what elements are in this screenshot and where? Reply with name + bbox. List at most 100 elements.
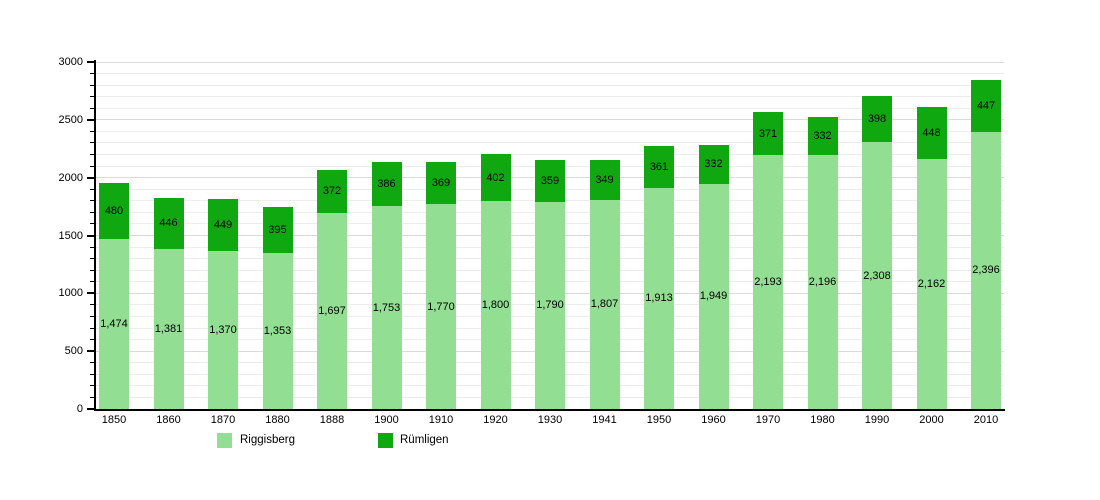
y-axis-major-tick — [87, 61, 95, 63]
y-axis-minor-tick — [90, 304, 95, 306]
value-label-riggisberg: 1,949 — [699, 290, 728, 303]
value-label-rumligen: 369 — [431, 176, 451, 189]
value-label-rumligen: 446 — [159, 217, 178, 230]
bar-segment-riggisberg — [371, 206, 402, 409]
value-label-rumligen: 398 — [867, 113, 887, 126]
legend-swatch-riggisberg — [217, 433, 232, 448]
gridline-minor — [96, 84, 1004, 86]
bar-segment-rumligen — [262, 206, 293, 253]
bar-segment-riggisberg — [753, 155, 783, 409]
x-axis-tick-label: 1888 — [319, 414, 345, 426]
y-axis-minor-tick — [90, 211, 95, 213]
y-axis-minor-tick — [90, 154, 95, 156]
value-label-riggisberg: 1,474 — [100, 317, 128, 330]
legend-label-riggisberg: Riggisberg — [240, 434, 295, 446]
value-label-rumligen: 332 — [704, 158, 723, 171]
y-axis-minor-tick — [90, 339, 95, 341]
y-axis-minor-tick — [90, 327, 95, 329]
y-axis-minor-tick — [90, 107, 95, 109]
bar-segment-rumligen — [153, 197, 184, 250]
bar-segment-riggisberg — [698, 183, 729, 409]
bar-segment-rumligen — [426, 161, 456, 205]
x-axis-tick-label: 1850 — [101, 414, 127, 426]
x-axis-tick-label: 1870 — [210, 414, 236, 426]
value-label-rumligen: 349 — [595, 173, 614, 186]
y-axis-tick-label: 1500 — [58, 229, 83, 242]
x-axis-tick-label: 1910 — [428, 414, 454, 426]
value-label-rumligen: 448 — [922, 127, 941, 140]
value-label-riggisberg: 1,353 — [263, 324, 292, 337]
value-label-riggisberg: 1,770 — [427, 300, 455, 313]
y-axis-tick-label: 1000 — [58, 287, 83, 300]
y-axis-major-tick — [87, 292, 95, 295]
y-axis-minor-tick — [90, 200, 95, 202]
bar-segment-riggisberg — [99, 238, 129, 409]
bar-segment-riggisberg — [317, 212, 347, 409]
y-axis — [94, 60, 96, 411]
value-label-riggisberg: 2,396 — [972, 264, 1000, 277]
y-axis-minor-tick — [90, 396, 95, 398]
bar-segment-riggisberg — [807, 154, 838, 409]
value-label-riggisberg: 1,913 — [645, 292, 673, 305]
x-axis-tick-label: 2000 — [919, 414, 944, 426]
bar-segment-rumligen — [371, 161, 402, 207]
bar-segment-rumligen — [99, 182, 129, 239]
y-axis-minor-tick — [90, 281, 95, 283]
y-axis-minor-tick — [90, 165, 95, 167]
x-axis-tick-label: 1860 — [156, 414, 181, 426]
bar-segment-riggisberg — [644, 187, 674, 409]
bar-segment-rumligen — [480, 154, 511, 201]
value-label-riggisberg: 2,196 — [808, 275, 837, 288]
x-axis-tick-label: 1960 — [701, 414, 726, 426]
bar-segment-riggisberg — [426, 204, 456, 409]
bar-segment-rumligen — [317, 169, 347, 213]
y-axis-minor-tick — [90, 385, 95, 387]
y-axis-minor-tick — [90, 188, 95, 190]
y-axis-major-tick — [87, 234, 95, 237]
y-axis-major-tick — [87, 408, 95, 410]
bar-segment-rumligen — [807, 116, 838, 155]
value-label-rumligen: 449 — [213, 218, 233, 231]
bar-segment-riggisberg — [262, 252, 293, 409]
x-axis-tick-label: 1920 — [483, 414, 508, 426]
bar-segment-rumligen — [916, 107, 947, 159]
bar-segment-riggisberg — [153, 249, 184, 409]
x-axis-tick-label: 1980 — [810, 414, 835, 426]
x-axis-tick-label: 1950 — [646, 414, 672, 426]
bar-segment-rumligen — [644, 145, 674, 188]
value-label-riggisberg: 1,800 — [481, 298, 510, 311]
x-axis-tick-label: 1941 — [592, 414, 617, 426]
value-label-rumligen: 372 — [322, 185, 342, 198]
value-label-rumligen: 361 — [649, 160, 669, 173]
value-label-riggisberg: 2,162 — [917, 277, 946, 290]
x-axis-tick-label: 1930 — [537, 414, 563, 426]
x-axis-tick-label: 1900 — [374, 414, 399, 426]
value-label-rumligen: 480 — [104, 204, 124, 217]
value-label-riggisberg: 1,381 — [154, 323, 183, 336]
y-axis-tick-label: 2000 — [58, 171, 83, 184]
y-axis-major-tick — [87, 176, 95, 179]
value-label-riggisberg: 1,790 — [536, 299, 564, 312]
bar-segment-riggisberg — [535, 201, 565, 409]
y-axis-minor-tick — [90, 130, 95, 132]
x-axis — [94, 409, 1005, 411]
legend-label-rumligen: Rümligen — [400, 434, 449, 446]
y-axis-tick-label: 3000 — [58, 56, 83, 68]
y-axis-minor-tick — [90, 258, 95, 260]
bar-segment-rumligen — [535, 160, 565, 202]
bar-segment-rumligen — [753, 112, 783, 156]
value-label-rumligen: 395 — [268, 223, 287, 236]
bar-segment-riggisberg — [208, 250, 238, 409]
bar-segment-riggisberg — [971, 131, 1001, 409]
bar-segment-rumligen — [589, 159, 620, 200]
value-label-rumligen: 386 — [377, 177, 396, 190]
y-axis-major-tick — [87, 118, 95, 121]
value-label-rumligen: 402 — [486, 171, 505, 184]
x-axis-tick-label: 2010 — [973, 414, 999, 426]
bar-segment-rumligen — [208, 198, 238, 251]
bar-segment-riggisberg — [916, 158, 947, 409]
y-axis-minor-tick — [90, 246, 95, 248]
y-axis-minor-tick — [90, 269, 95, 271]
value-label-riggisberg: 1,370 — [209, 323, 237, 336]
